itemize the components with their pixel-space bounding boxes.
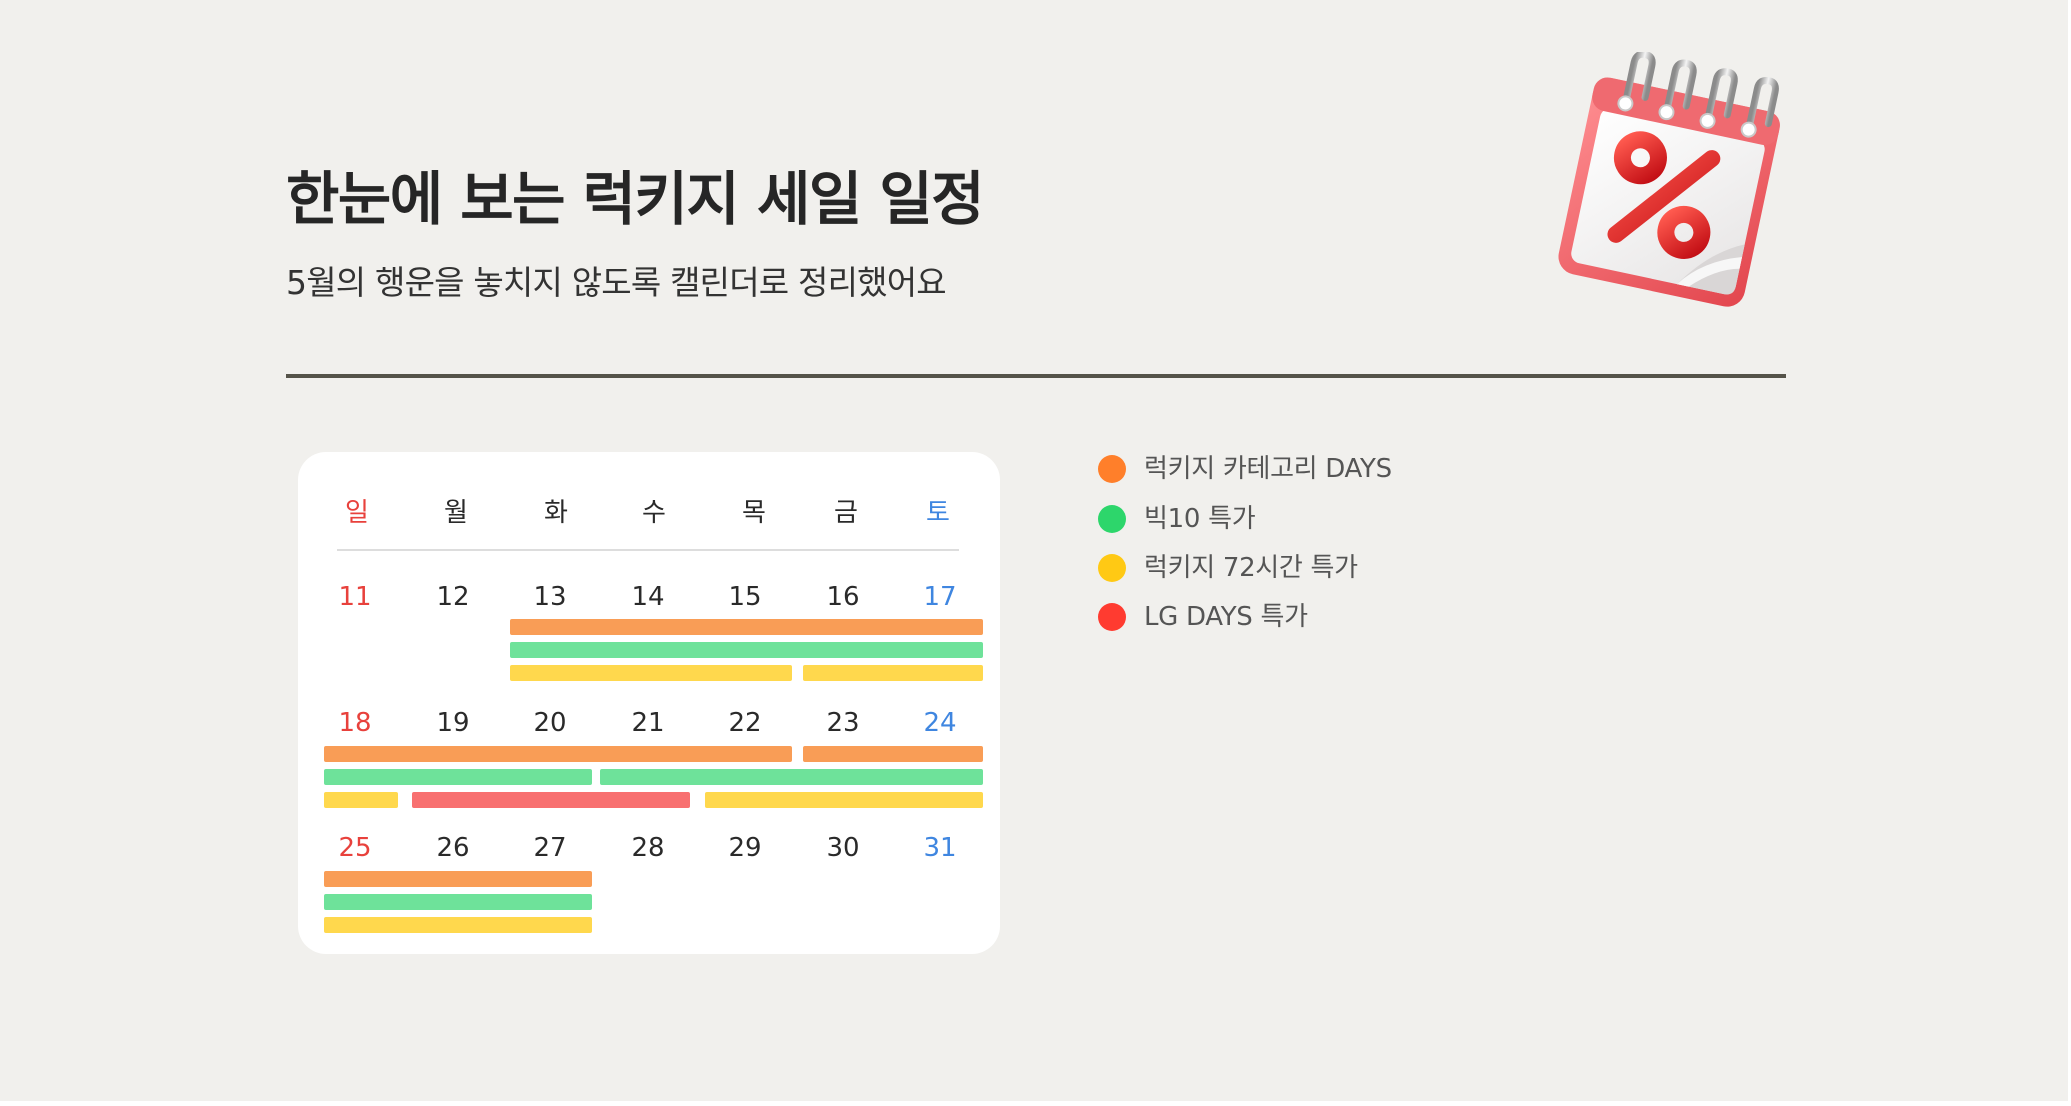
- weekday-wed: 수: [642, 498, 666, 528]
- weekday-sun: 일: [345, 498, 369, 528]
- event-bar-category-days: [803, 746, 983, 762]
- event-bar-big10: [324, 894, 592, 910]
- weekday-divider: [337, 549, 959, 551]
- day-11[interactable]: 11: [338, 582, 372, 612]
- day-25[interactable]: 25: [338, 833, 372, 863]
- weekday-tue: 화: [544, 498, 568, 528]
- day-20[interactable]: 20: [533, 708, 567, 738]
- event-bar-72h: [510, 665, 792, 681]
- weekday-fri: 금: [834, 498, 858, 528]
- event-bar-category-days: [324, 746, 792, 762]
- sale-calendar-percent-icon: [1558, 52, 1780, 307]
- day-21[interactable]: 21: [631, 708, 665, 738]
- day-22[interactable]: 22: [728, 708, 762, 738]
- event-bar-72h: [705, 792, 983, 808]
- day-23[interactable]: 23: [826, 708, 860, 738]
- day-15[interactable]: 15: [728, 582, 762, 612]
- event-bar-72h: [324, 917, 592, 933]
- page-subtitle: 5월의 행운을 놓치지 않도록 캘린더로 정리했어요: [286, 263, 947, 302]
- day-31[interactable]: 31: [923, 833, 957, 863]
- event-bar-72h: [324, 792, 398, 808]
- day-18[interactable]: 18: [338, 708, 372, 738]
- day-17[interactable]: 17: [923, 582, 957, 612]
- event-bar-big10: [510, 642, 983, 658]
- event-bar-lg-days: [412, 792, 690, 808]
- event-bar-big10: [324, 769, 592, 785]
- day-29[interactable]: 29: [728, 833, 762, 863]
- day-30[interactable]: 30: [826, 833, 860, 863]
- event-bar-category-days: [510, 619, 983, 635]
- green-dot-icon: [1098, 505, 1126, 533]
- legend-label: 빅10 특가: [1144, 504, 1256, 534]
- legend-label: LG DAYS 특가: [1144, 602, 1308, 632]
- event-bar-category-days: [324, 871, 592, 887]
- day-28[interactable]: 28: [631, 833, 665, 863]
- legend-label: 럭키지 72시간 특가: [1144, 553, 1358, 583]
- legend-label: 럭키지 카테고리 DAYS: [1144, 454, 1392, 484]
- orange-dot-icon: [1098, 455, 1126, 483]
- event-bar-big10: [600, 769, 983, 785]
- day-26[interactable]: 26: [436, 833, 470, 863]
- section-divider: [286, 374, 1786, 378]
- day-14[interactable]: 14: [631, 582, 665, 612]
- day-13[interactable]: 13: [533, 582, 567, 612]
- day-19[interactable]: 19: [436, 708, 470, 738]
- event-bar-72h: [803, 665, 983, 681]
- red-dot-icon: [1098, 603, 1126, 631]
- weekday-sat: 토: [926, 498, 950, 528]
- weekday-mon: 월: [444, 498, 468, 528]
- yellow-dot-icon: [1098, 554, 1126, 582]
- day-16[interactable]: 16: [826, 582, 860, 612]
- day-27[interactable]: 27: [533, 833, 567, 863]
- day-24[interactable]: 24: [923, 708, 957, 738]
- page-title: 한눈에 보는 럭키지 세일 일정: [286, 165, 985, 233]
- day-12[interactable]: 12: [436, 582, 470, 612]
- sale-calendar: 일 월 화 수 목 금 토 11 12 13 14 15 16 17 18 19…: [298, 452, 1000, 954]
- weekday-thu: 목: [742, 498, 766, 528]
